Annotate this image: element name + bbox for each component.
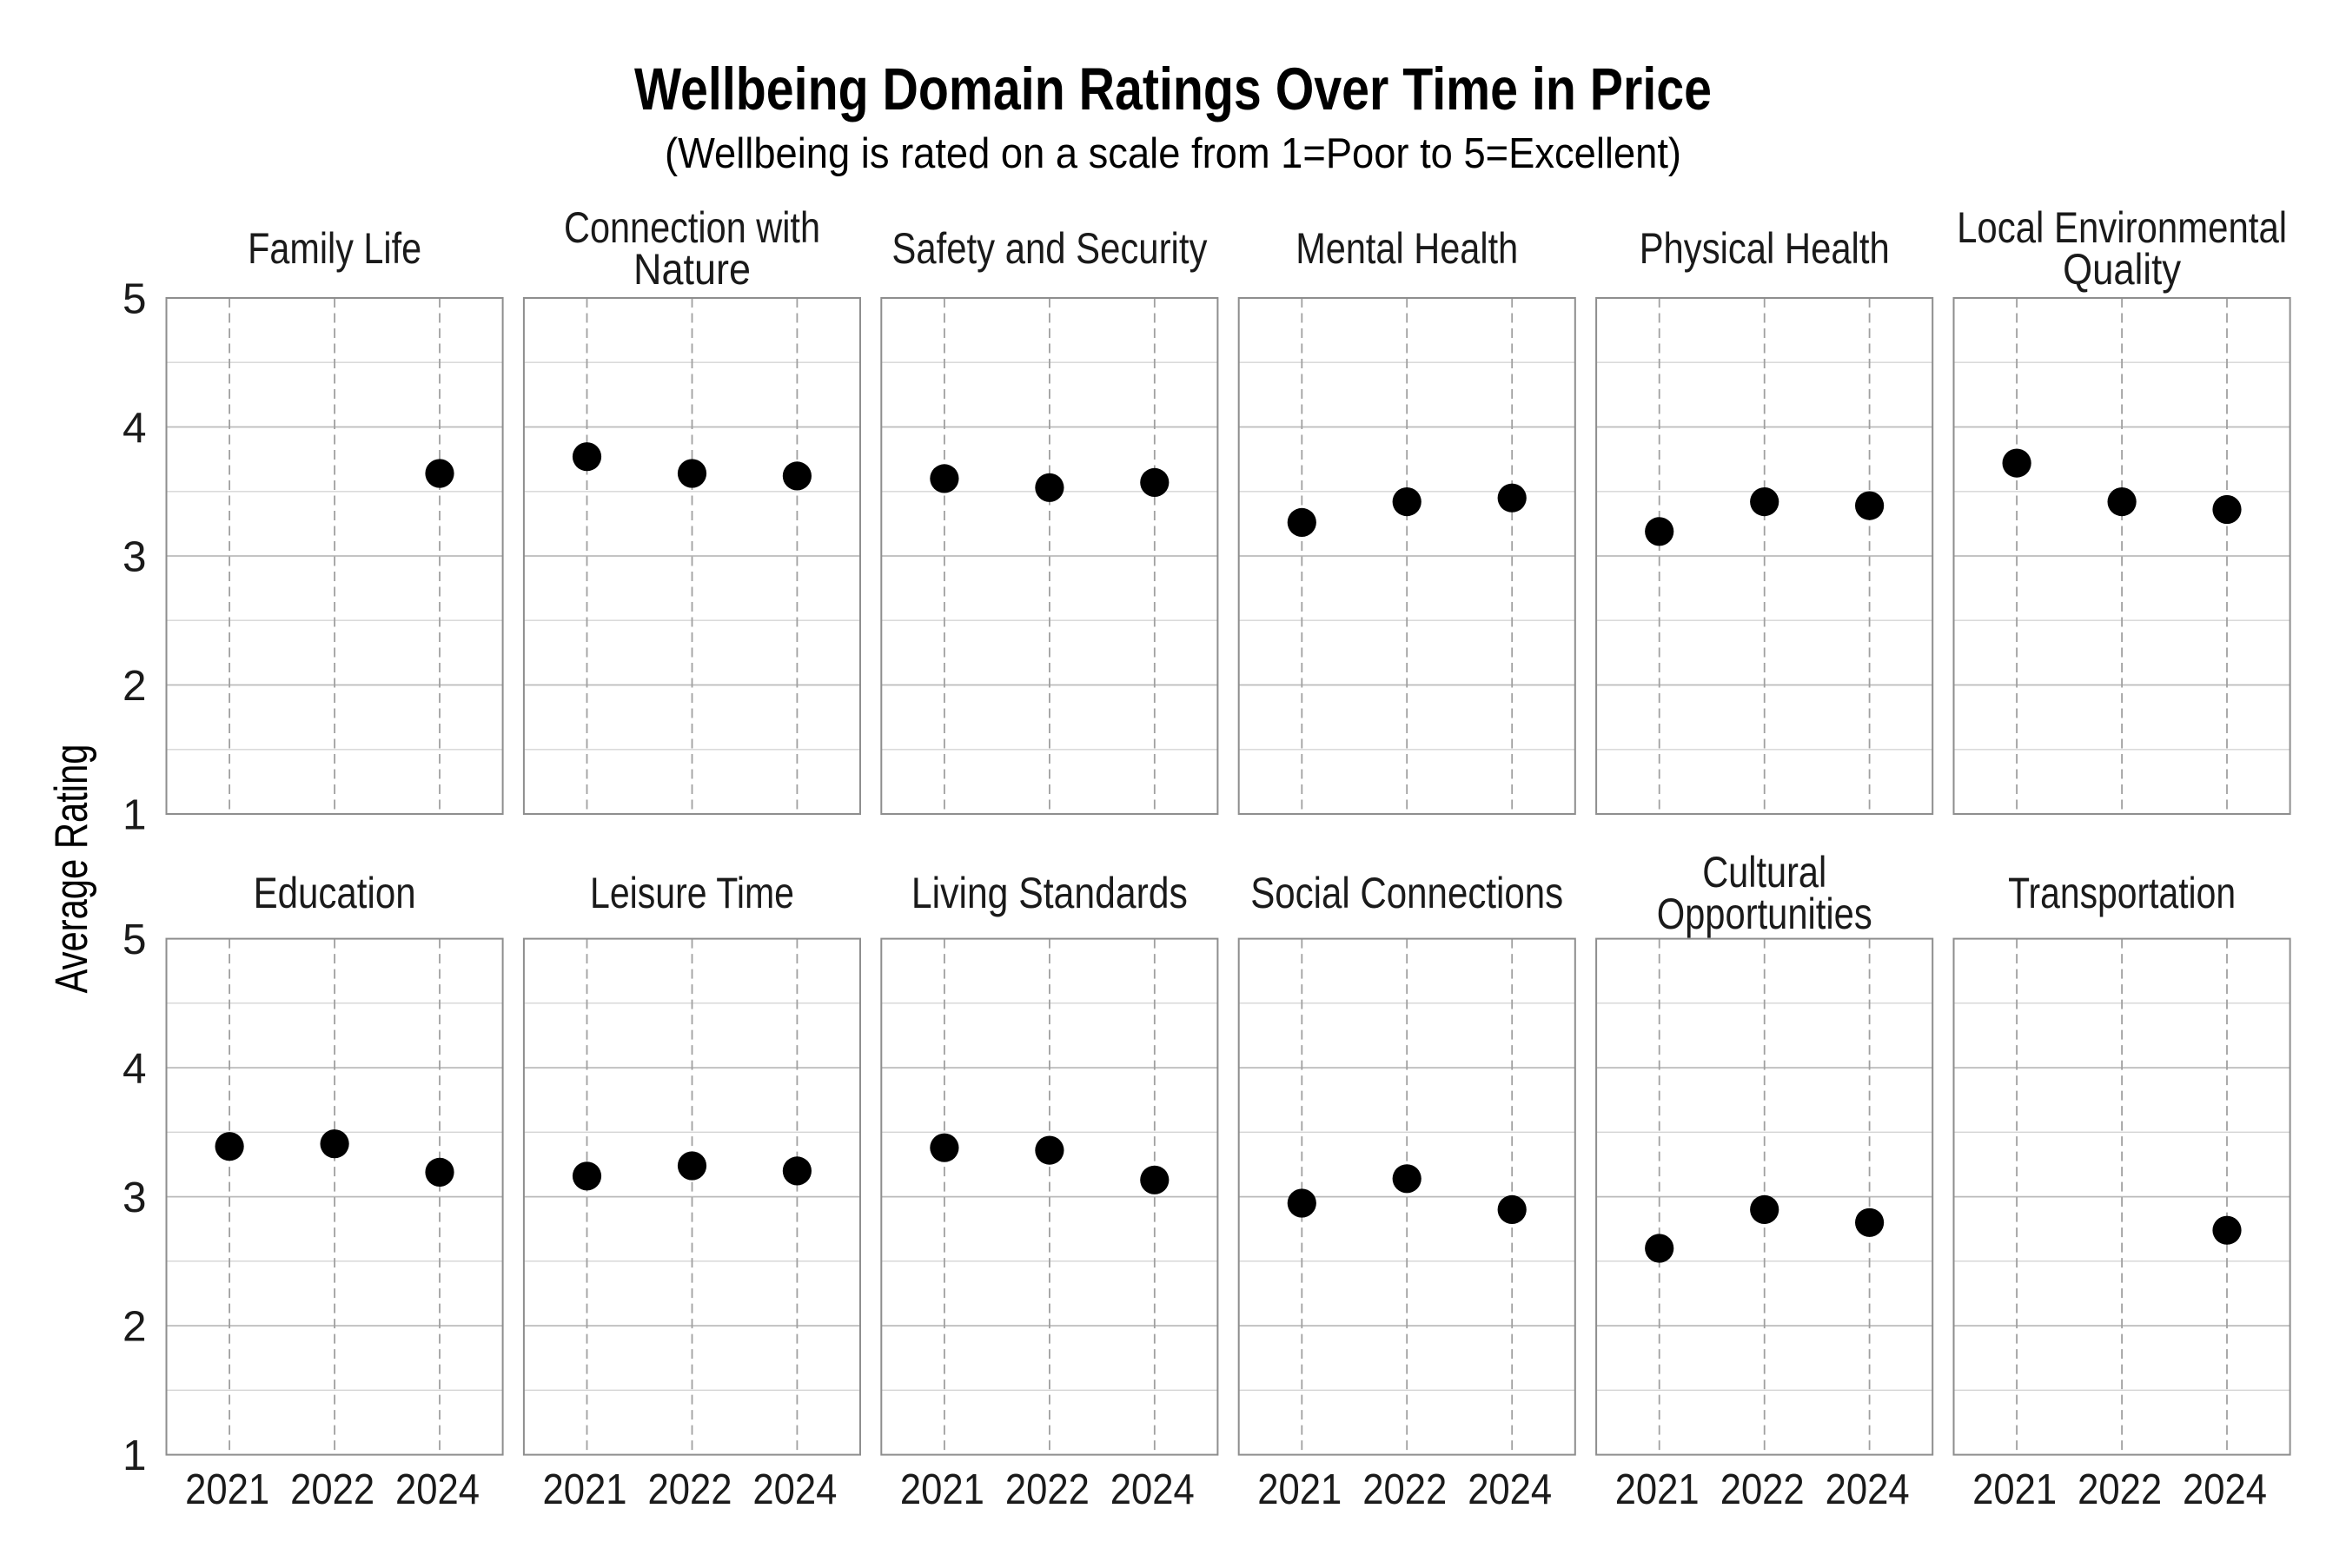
svg-text:2021: 2021 bbox=[1972, 1465, 2057, 1513]
svg-text:2021: 2021 bbox=[1615, 1465, 1700, 1513]
svg-text:2024: 2024 bbox=[1468, 1465, 1552, 1513]
svg-text:2024: 2024 bbox=[2183, 1465, 2267, 1513]
svg-text:Social Connections: Social Connections bbox=[1250, 869, 1563, 917]
svg-text:Education: Education bbox=[254, 869, 416, 917]
svg-text:Leisure Time: Leisure Time bbox=[590, 869, 794, 917]
svg-text:2024: 2024 bbox=[395, 1465, 480, 1513]
svg-text:4: 4 bbox=[123, 1045, 147, 1093]
svg-text:2: 2 bbox=[123, 662, 147, 710]
svg-text:Quality: Quality bbox=[2063, 245, 2181, 294]
svg-text:Physical Health: Physical Health bbox=[1640, 224, 1890, 273]
svg-text:1: 1 bbox=[123, 791, 147, 838]
svg-text:2022: 2022 bbox=[290, 1465, 374, 1513]
svg-text:3: 3 bbox=[123, 1174, 147, 1221]
svg-text:2022: 2022 bbox=[1005, 1465, 1090, 1513]
svg-text:Living Standards: Living Standards bbox=[911, 869, 1188, 917]
svg-text:1: 1 bbox=[123, 1432, 147, 1479]
svg-text:2021: 2021 bbox=[185, 1465, 269, 1513]
svg-text:2022: 2022 bbox=[1720, 1465, 1805, 1513]
svg-text:Family Life: Family Life bbox=[248, 224, 421, 273]
svg-text:4: 4 bbox=[123, 404, 147, 452]
svg-text:2022: 2022 bbox=[648, 1465, 732, 1513]
svg-text:Connection with: Connection with bbox=[564, 203, 820, 252]
svg-text:Average Rating: Average Rating bbox=[46, 744, 97, 994]
svg-text:Opportunities: Opportunities bbox=[1657, 890, 1872, 938]
svg-text:Nature: Nature bbox=[633, 245, 751, 294]
svg-text:3: 3 bbox=[123, 533, 147, 580]
svg-text:2: 2 bbox=[123, 1303, 147, 1351]
svg-text:2024: 2024 bbox=[752, 1465, 837, 1513]
svg-text:Wellbeing Domain Ratings Over: Wellbeing Domain Ratings Over Time in Pr… bbox=[634, 56, 1712, 122]
svg-text:2022: 2022 bbox=[1362, 1465, 1447, 1513]
svg-text:2024: 2024 bbox=[1826, 1465, 1910, 1513]
svg-text:2022: 2022 bbox=[2078, 1465, 2162, 1513]
svg-text:2021: 2021 bbox=[900, 1465, 984, 1513]
svg-text:Transportation: Transportation bbox=[2008, 869, 2236, 917]
svg-text:2024: 2024 bbox=[1110, 1465, 1195, 1513]
svg-text:Mental Health: Mental Health bbox=[1296, 224, 1518, 273]
svg-text:Cultural: Cultural bbox=[1702, 848, 1826, 896]
svg-text:Local Environmental: Local Environmental bbox=[1957, 203, 2287, 252]
svg-text:2021: 2021 bbox=[1257, 1465, 1342, 1513]
svg-text:(Wellbeing is rated on a scale: (Wellbeing is rated on a scale from 1=Po… bbox=[665, 130, 1681, 177]
svg-text:5: 5 bbox=[123, 916, 147, 963]
svg-text:Safety and Security: Safety and Security bbox=[891, 224, 1207, 273]
svg-text:2021: 2021 bbox=[543, 1465, 627, 1513]
svg-text:5: 5 bbox=[123, 275, 147, 322]
